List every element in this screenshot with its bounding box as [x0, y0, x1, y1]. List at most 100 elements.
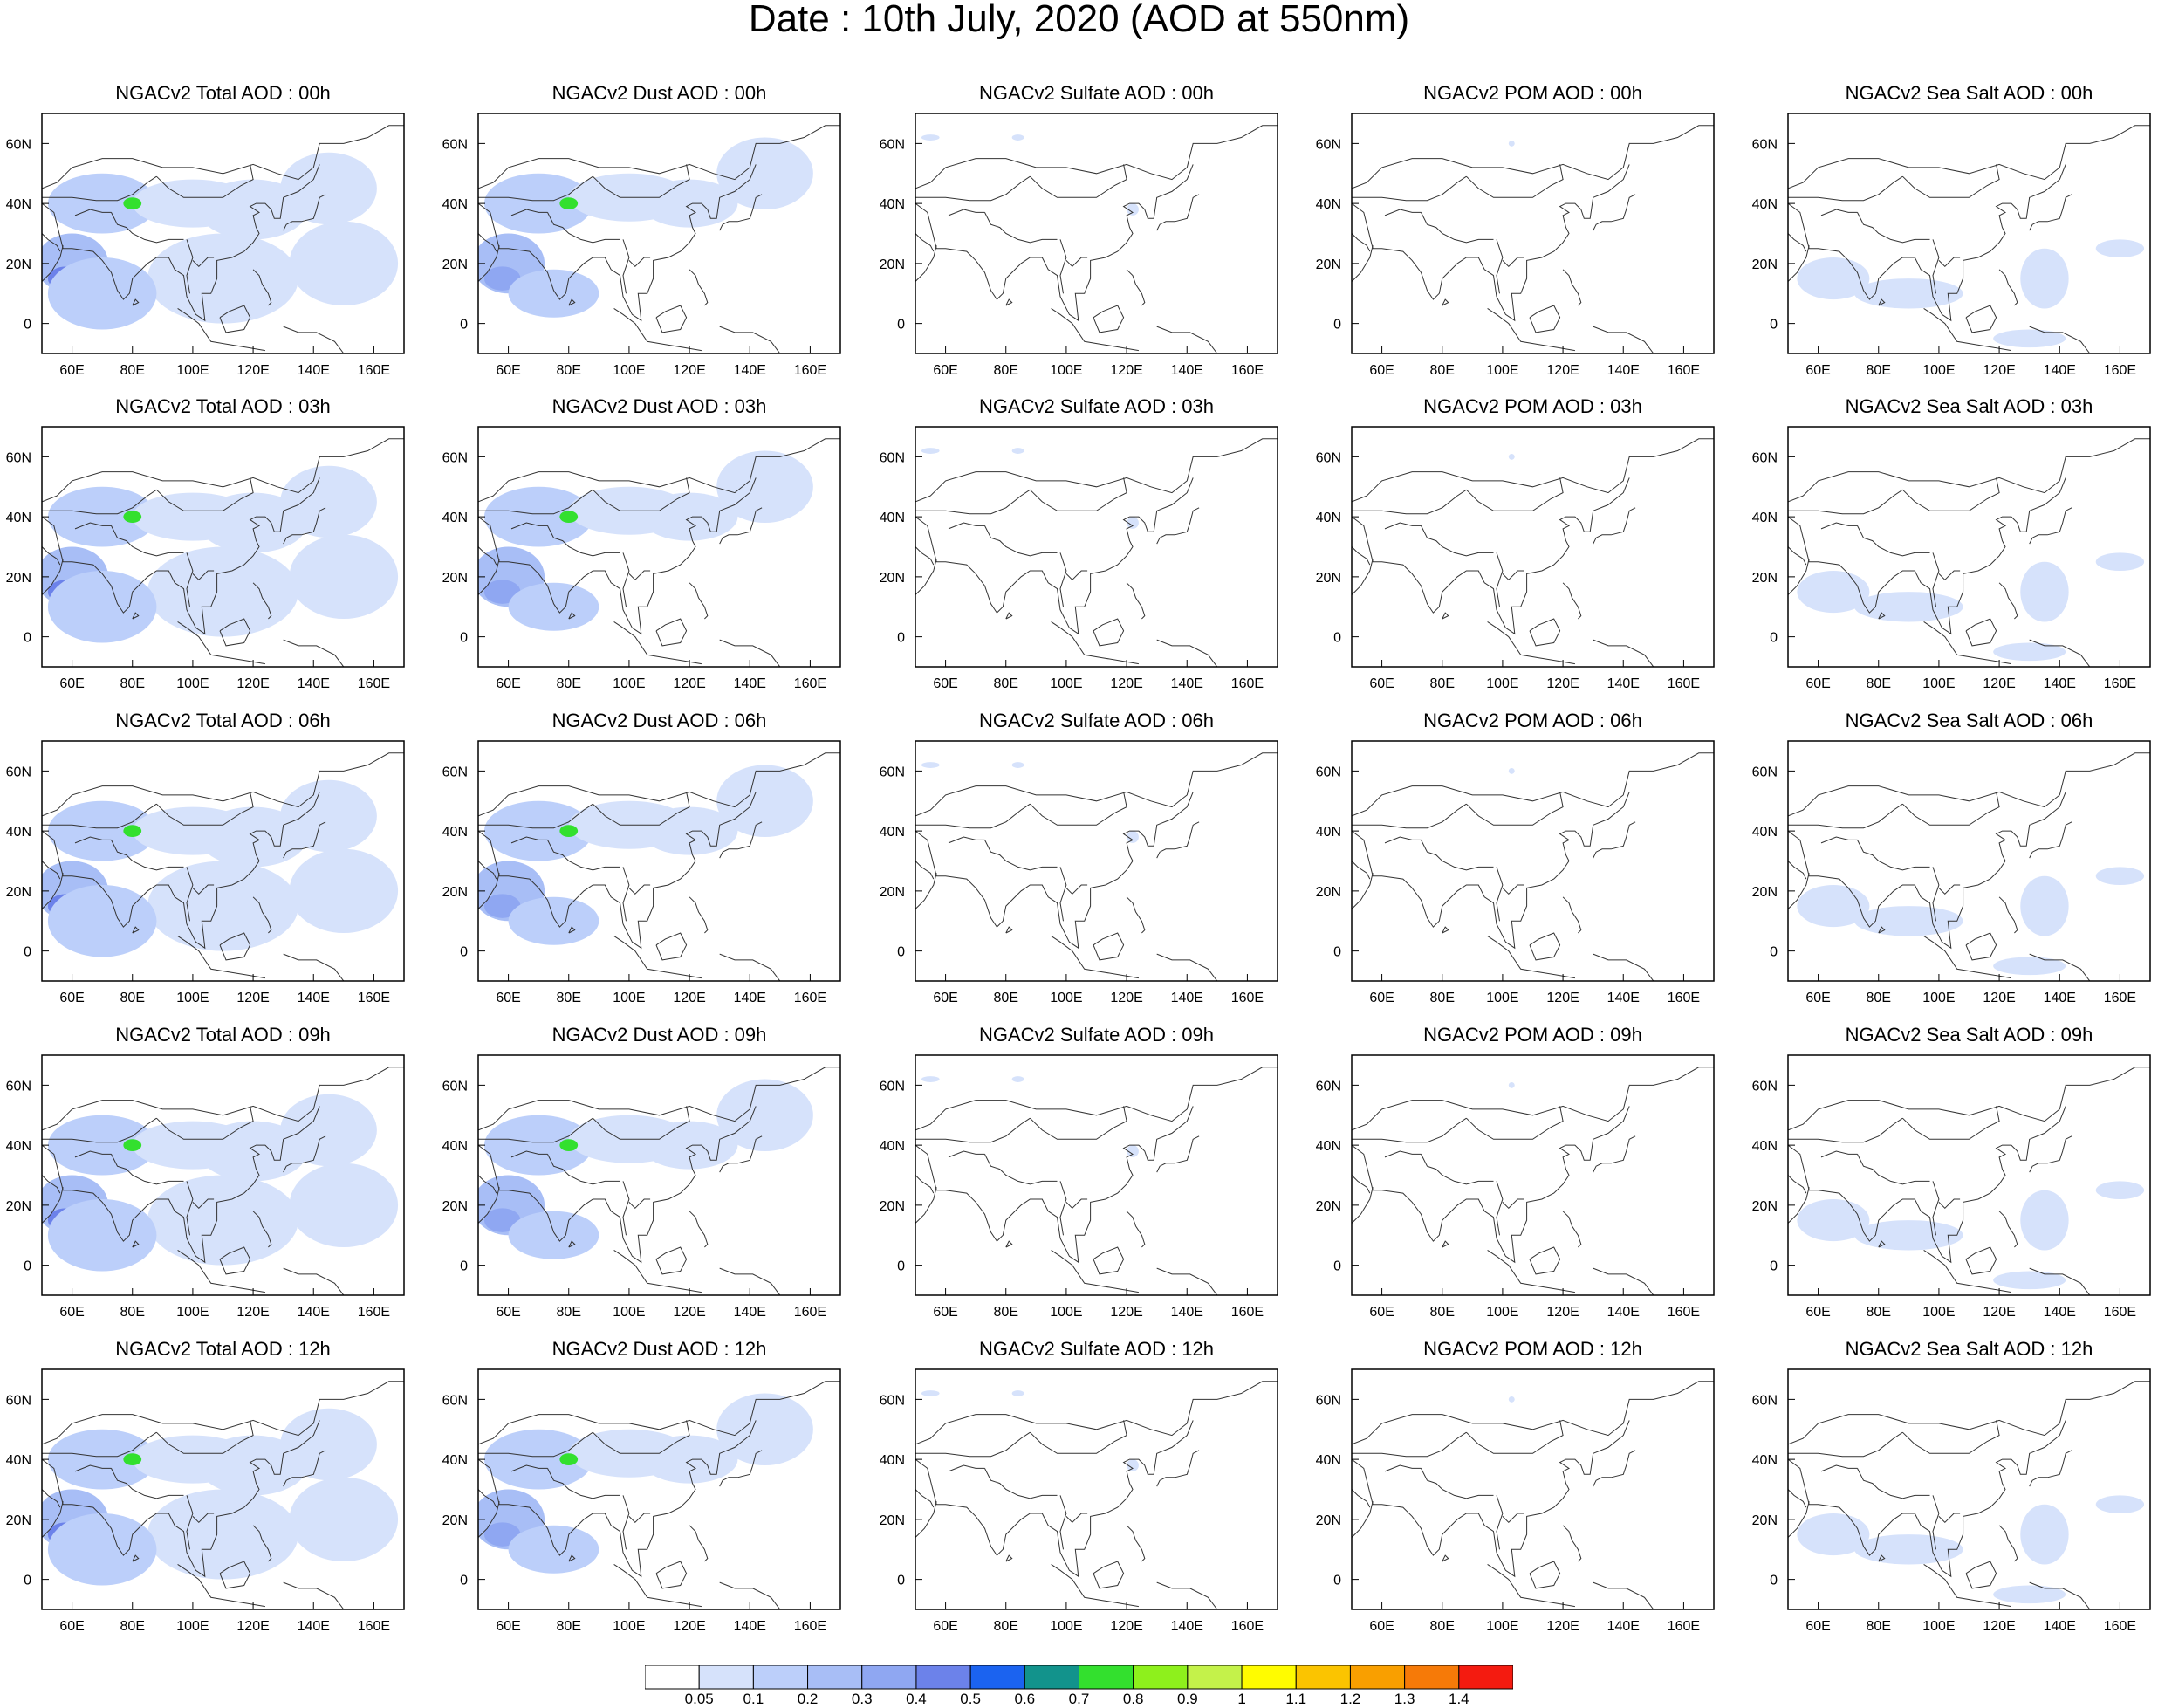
coastline: [1487, 935, 1575, 979]
aod-field-blob: [641, 492, 738, 541]
coastline: [1352, 546, 1371, 566]
y-tick-label: 20N: [1316, 1199, 1341, 1214]
y-tick-label: 20N: [880, 1199, 905, 1214]
aod-field-blob: [198, 1435, 308, 1496]
x-tick-label: 60E: [1369, 991, 1394, 1005]
y-tick-label: 60N: [880, 137, 905, 152]
x-tick-label: 160E: [794, 1619, 826, 1634]
coastline: [42, 1187, 64, 1224]
coastline: [478, 1489, 497, 1508]
coastline: [622, 1181, 630, 1236]
map-frame: [477, 426, 841, 668]
y-tick-label: 40N: [1752, 825, 1778, 840]
aod-field-blob: [147, 233, 298, 324]
coastline: [1902, 792, 2000, 826]
x-tick-label: 100E: [176, 676, 209, 691]
y-tick-label: 20N: [1316, 257, 1341, 272]
map-background: [1788, 113, 2150, 353]
coastline: [622, 867, 630, 922]
aod-field-blob: [1854, 278, 1963, 309]
coastline: [613, 935, 702, 979]
aod-field-blob: [1011, 448, 1024, 454]
aod-field-blob: [47, 1429, 157, 1490]
coastline: [42, 438, 404, 503]
aod-field-blob: [2095, 1181, 2145, 1199]
panel-title: NGACv2 Sulfate AOD : 00h: [978, 82, 1215, 104]
coastline: [915, 861, 935, 880]
panel-title: NGACv2 Total AOD : 03h: [115, 395, 331, 417]
map-panel: 60E 80E 100E 120E 140E 160E 60N 40N 20N 0: [880, 740, 1278, 1005]
coastline: [1126, 1211, 1146, 1248]
coastline: [42, 1067, 404, 1131]
map-panel: 60E 80E 100E 120E 140E 160E 60N 40N 20N 0: [880, 1368, 1278, 1634]
y-tick-label: 60N: [442, 450, 468, 465]
coastline: [1496, 867, 1504, 922]
x-tick-label: 160E: [358, 676, 390, 691]
map-frame: [41, 1368, 405, 1610]
x-tick-label: 60E: [933, 991, 957, 1005]
x-tick-label: 160E: [2104, 363, 2136, 378]
x-tick-label: 100E: [613, 676, 645, 691]
x-tick-label: 140E: [1607, 1619, 1640, 1634]
coastline: [1788, 1420, 2066, 1578]
colorbar-box: [1295, 1665, 1351, 1690]
coastline: [74, 1150, 112, 1158]
x-tick-label: 160E: [794, 676, 826, 691]
coastline: [42, 175, 157, 202]
aod-field-blob: [1508, 140, 1515, 147]
y-tick-label: 60N: [1752, 450, 1778, 465]
coastline: [1442, 926, 1449, 934]
coastline: [1923, 621, 2011, 665]
coastline: [1593, 639, 1654, 667]
coastline: [719, 1450, 763, 1487]
coastline: [478, 873, 500, 909]
x-tick-label: 160E: [2104, 676, 2136, 691]
x-tick-label: 60E: [933, 363, 957, 378]
coastline: [1593, 821, 1636, 859]
coastline: [1065, 257, 1088, 268]
coastline: [568, 1240, 576, 1248]
coastline: [719, 953, 781, 981]
coastline: [219, 1561, 251, 1589]
y-tick-label: 60N: [1316, 1393, 1341, 1408]
x-tick-label: 120E: [236, 991, 269, 1005]
y-tick-label: 0: [897, 318, 905, 333]
coastline: [1352, 438, 1714, 503]
y-tick-label: 40N: [1752, 1453, 1778, 1468]
x-tick-label: 140E: [734, 363, 766, 378]
coastline: [1051, 621, 1139, 665]
colorbar-box: [1349, 1665, 1406, 1690]
coastline: [1487, 621, 1575, 665]
coastline: [1352, 752, 1714, 817]
coastline: [132, 1240, 140, 1248]
colorbar-label: 1.3: [1394, 1691, 1415, 1707]
coastline: [1051, 935, 1139, 979]
coastline: [719, 1581, 781, 1609]
map-frame: [477, 740, 841, 982]
coastline: [1593, 507, 1636, 545]
colorbar-label: 0.9: [1177, 1691, 1198, 1707]
x-tick-label: 120E: [1110, 1305, 1142, 1320]
coastline: [1923, 1563, 2011, 1608]
aod-field-blob: [289, 534, 399, 619]
coastline: [915, 245, 937, 282]
coastline: [1857, 840, 1930, 871]
y-tick-label: 20N: [6, 571, 31, 586]
coastline: [948, 522, 985, 530]
panel-title: NGACv2 Sulfate AOD : 12h: [978, 1338, 1215, 1360]
aod-field-blob: [280, 1408, 377, 1481]
x-tick-label: 160E: [794, 991, 826, 1005]
coastline: [915, 438, 1278, 503]
coastline: [219, 618, 251, 647]
coastline: [1466, 1106, 1564, 1140]
aod-field-blob: [1797, 885, 1870, 928]
coastline: [655, 1246, 688, 1275]
x-tick-label: 160E: [358, 1619, 390, 1634]
coastline: [1093, 618, 1125, 647]
colorbar-box: [807, 1665, 863, 1690]
y-tick-label: 40N: [442, 825, 468, 840]
y-tick-label: 40N: [1316, 825, 1341, 840]
coastline: [478, 803, 593, 829]
coastline: [719, 1135, 763, 1173]
coastline: [1502, 570, 1524, 581]
